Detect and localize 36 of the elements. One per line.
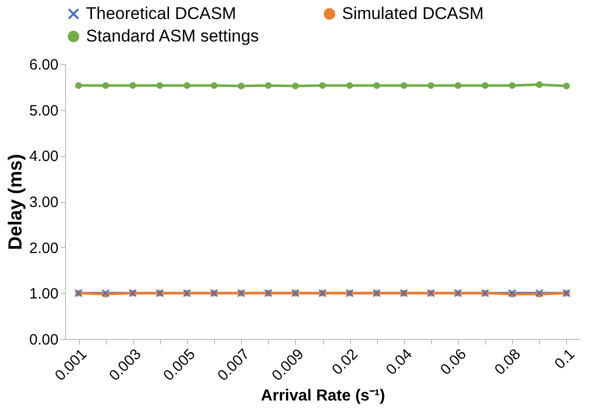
x-tick-label: 0.04	[382, 346, 416, 378]
legend-label: Theoretical DCASM	[86, 4, 236, 23]
point	[102, 82, 110, 89]
point	[238, 82, 245, 90]
point	[75, 82, 82, 89]
x-tick-label: 0.1	[551, 346, 578, 373]
point	[563, 82, 570, 90]
x-axis-title: Arrival Rate (s⁻¹)	[260, 388, 386, 405]
point	[508, 82, 516, 89]
legend-label: Simulated DCASM	[342, 4, 484, 23]
y-tick-label: 1.00	[29, 286, 58, 303]
x-tick-label: 0.02	[328, 346, 362, 378]
point	[400, 82, 408, 89]
y-tick-label: 4.00	[29, 148, 58, 166]
point	[319, 82, 326, 89]
x-tick-label: 0.06	[437, 346, 470, 378]
point	[129, 82, 136, 89]
point	[454, 82, 462, 89]
y-tick-label: 6.00	[29, 56, 58, 74]
point	[210, 82, 218, 89]
point	[156, 82, 164, 89]
point	[184, 82, 190, 89]
point	[373, 82, 380, 89]
y-tick-label: 0.00	[29, 332, 58, 348]
point	[482, 82, 488, 89]
point	[536, 81, 543, 88]
x-tick-label: 0.08	[491, 346, 524, 378]
y-axis-title: Delay (ms)	[5, 154, 26, 250]
point	[264, 82, 272, 89]
point	[292, 82, 299, 90]
legend-label: Standard ASM settings	[86, 26, 259, 46]
point	[428, 82, 434, 89]
y-tick-label: 2.00	[29, 240, 58, 257]
point	[346, 82, 353, 89]
y-tick-label: 5.00	[29, 102, 58, 120]
y-tick-label: 3.00	[29, 194, 58, 211]
